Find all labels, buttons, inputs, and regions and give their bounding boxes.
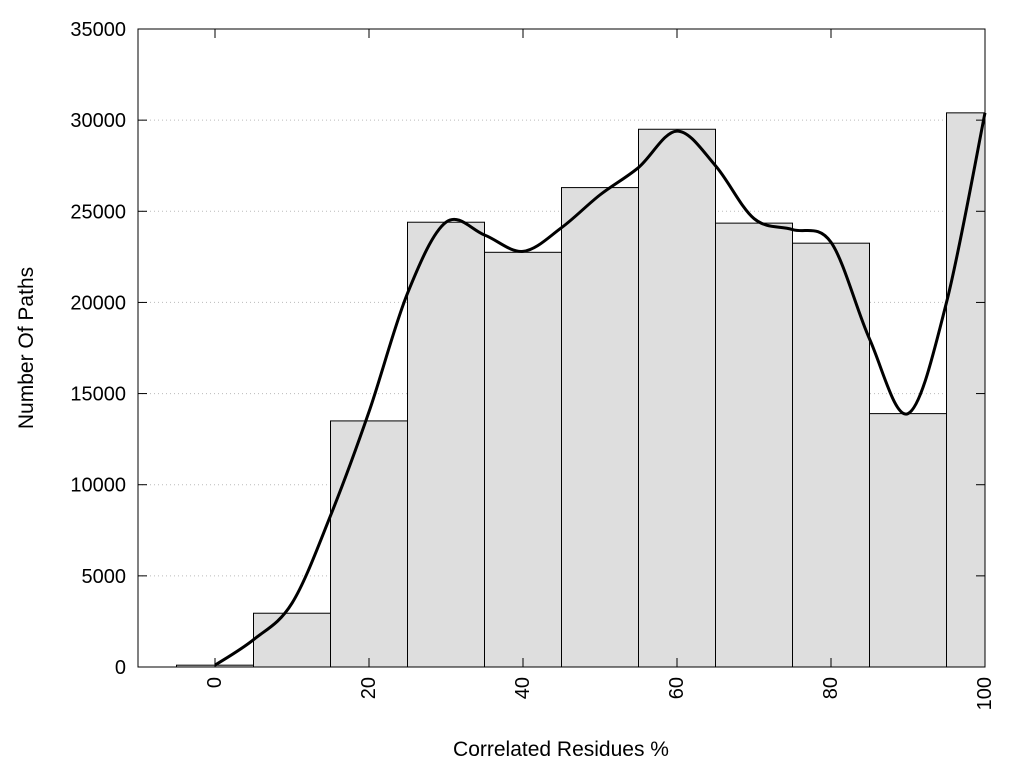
y-tick-label: 10000 (70, 475, 126, 497)
y-tick-label: 5000 (82, 566, 127, 588)
x-tick-label: 40 (512, 677, 534, 699)
plot-frame (137, 28, 986, 668)
histogram-bar (484, 251, 562, 668)
x-tick-label: 60 (666, 677, 688, 699)
y-axis-ticks: 0 5000 10000 15000 20000 25000 30000 35000 (70, 19, 985, 679)
y-tick-label: 35000 (70, 19, 126, 41)
density-curve (214, 112, 987, 667)
histogram-bar (869, 413, 947, 668)
histogram-bar (715, 222, 793, 668)
x-tick-label: 80 (820, 677, 842, 699)
x-tick-label: 20 (358, 677, 380, 699)
y-axis-label: Number Of Paths (15, 267, 38, 429)
histogram-bar (253, 612, 331, 668)
x-tick-label: 100 (974, 677, 996, 710)
histogram-bar (330, 420, 408, 668)
histogram-bar (561, 187, 639, 668)
histogram-bars (176, 112, 986, 668)
y-tick-label: 25000 (70, 201, 126, 223)
y-tick-label: 30000 (70, 110, 126, 132)
histogram-bar (407, 221, 485, 668)
y-tick-label: 20000 (70, 292, 126, 314)
x-tick-label: 0 (204, 677, 226, 688)
y-tick-label: 0 (115, 657, 126, 679)
x-axis-ticks: 0 20 40 60 80 100 (204, 29, 996, 710)
x-axis-label: Correlated Residues % (453, 738, 669, 761)
histogram-bar (638, 128, 716, 668)
y-tick-label: 15000 (70, 384, 126, 406)
histogram-bar (946, 112, 986, 668)
